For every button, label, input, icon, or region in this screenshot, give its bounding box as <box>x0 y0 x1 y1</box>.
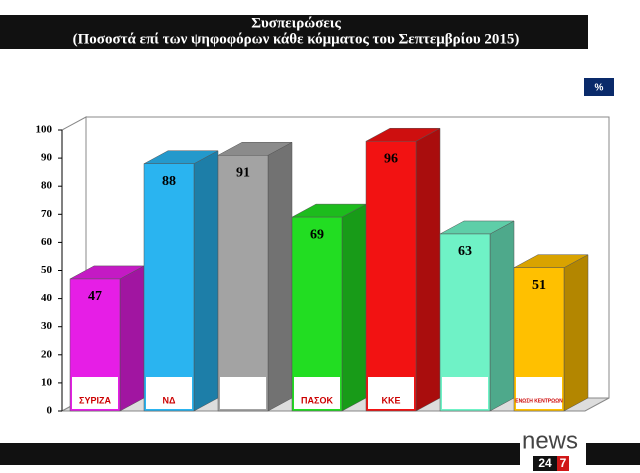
y-tick-label: 90 <box>41 152 53 164</box>
x-tick-label: ΣΥΡΙΖΑ <box>79 395 111 405</box>
party-logo <box>220 377 266 409</box>
bar-side <box>341 203 367 412</box>
party-logo <box>72 377 118 409</box>
y-tick-label: 100 <box>36 124 53 136</box>
y-tick-label: 80 <box>41 180 53 192</box>
title-bar <box>0 15 588 49</box>
brand-box <box>557 456 569 471</box>
y-tick-label: 70 <box>41 208 53 220</box>
brand-digits: 7 <box>560 456 567 470</box>
x-tick-label: ΝΔ <box>163 395 176 405</box>
party-logo <box>442 377 488 409</box>
y-tick-label: 10 <box>41 376 53 388</box>
party-logo <box>516 377 562 409</box>
brand-digits: 24 <box>538 456 552 470</box>
brand-word: news <box>522 427 578 454</box>
value-label: 69 <box>310 227 324 242</box>
bar-side <box>119 265 145 412</box>
party-logo <box>294 377 340 409</box>
bar-side <box>193 150 219 412</box>
value-label: 47 <box>88 289 102 304</box>
party-logo <box>146 377 192 409</box>
x-tick-label: ΠΑΣΟΚ <box>301 395 333 405</box>
party-logo <box>368 377 414 409</box>
value-label: 88 <box>162 174 176 189</box>
bar-side <box>267 141 293 412</box>
bar <box>365 140 417 412</box>
bar <box>217 155 269 412</box>
footer-bar <box>586 443 640 465</box>
y-tick-label: 50 <box>41 264 53 276</box>
unit-badge-box <box>584 78 614 96</box>
bar-side <box>563 254 589 412</box>
value-label: 91 <box>236 166 250 181</box>
value-label: 63 <box>458 244 472 259</box>
chart-title: Συσπειρώσεις <box>251 15 341 31</box>
chart-subtitle: (Ποσοστά επί των ψηφοφόρων κάθε κόμματος… <box>73 31 520 47</box>
bar-side <box>415 127 441 412</box>
unit-badge: % <box>595 83 604 94</box>
y-tick-label: 60 <box>41 236 53 248</box>
value-label: 51 <box>532 278 546 293</box>
bar-side <box>489 220 515 412</box>
x-tick-label: ΕΝΩΣΗ ΚΕΝΤΡΩΩΝ <box>515 398 563 404</box>
value-label: 96 <box>384 151 398 166</box>
x-tick-label: ΚΚΕ <box>381 395 400 405</box>
footer-bar <box>0 443 520 465</box>
y-tick-label: 30 <box>41 320 53 332</box>
y-tick-label: 40 <box>41 292 53 304</box>
y-tick-label: 0 <box>47 405 53 417</box>
bar <box>143 163 195 412</box>
y-tick-label: 20 <box>41 348 53 360</box>
brand-box <box>533 456 557 471</box>
